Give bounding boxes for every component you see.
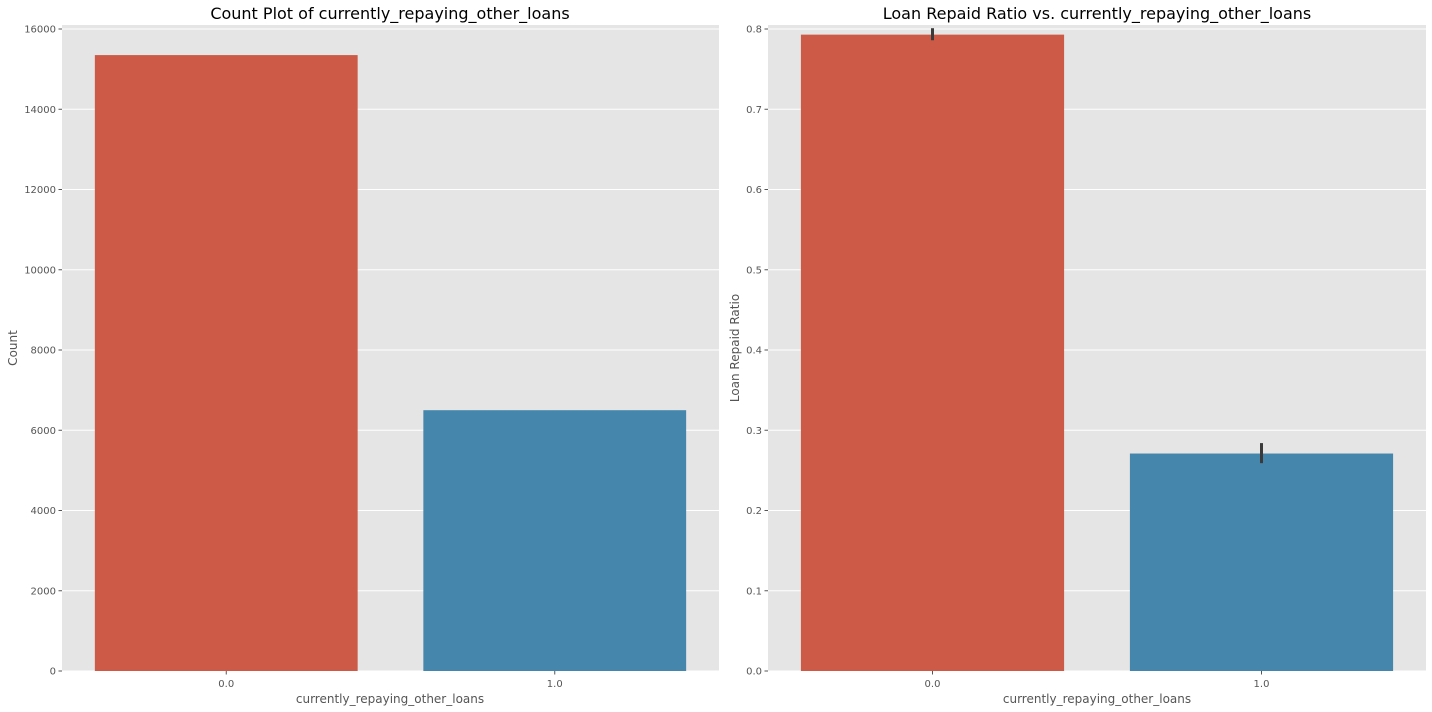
count-plot-x-tick-label: 0.0 (218, 679, 234, 690)
count-plot-chart: 0 2000 4000 6000 8000 10000 12000 14000 16000 0.… (6, 4, 719, 706)
repaid-ratio-y-tick-label: 0.2 (746, 506, 762, 517)
count-plot-y-tick-label: 10000 (24, 265, 56, 276)
repaid-ratio-bars (800, 34, 1394, 671)
count-plot-y-tick-label: 0 (50, 667, 56, 678)
count-plot-y-tick-label: 16000 (24, 25, 56, 36)
repaid-ratio-x-ticks: 0.0 1.0 (925, 671, 1270, 690)
repaid-ratio-y-tick-label: 0.4 (746, 346, 762, 357)
count-plot-y-ticks: 0 2000 4000 6000 8000 10000 12000 14000 16000 (24, 25, 62, 678)
count-plot-title: Count Plot of currently_repaying_other_l… (210, 4, 569, 24)
count-plot-y-tick-label: 4000 (31, 506, 56, 517)
repaid-ratio-bar-0.0 (800, 34, 1065, 671)
repaid-ratio-y-tick-label: 0.7 (746, 105, 762, 116)
count-plot-y-axis-label: Count (6, 330, 20, 366)
repaid-ratio-y-tick-label: 0.3 (746, 426, 762, 437)
repaid-ratio-y-axis-label: Loan Repaid Ratio (728, 294, 742, 402)
repaid-ratio-chart: 0.0 0.1 0.2 0.3 0.4 0.5 0.6 0.7 0.8 0.0 1.0 Loan … (728, 4, 1426, 706)
count-plot-y-tick-label: 12000 (24, 185, 56, 196)
repaid-ratio-y-tick-label: 0.1 (746, 586, 762, 597)
count-plot-y-tick-label: 2000 (31, 586, 56, 597)
repaid-ratio-x-tick-label: 1.0 (1254, 679, 1270, 690)
repaid-ratio-y-ticks: 0.0 0.1 0.2 0.3 0.4 0.5 0.6 0.7 0.8 (746, 25, 768, 678)
count-plot-x-axis-label: currently_repaying_other_loans (296, 692, 484, 706)
repaid-ratio-x-tick-label: 0.0 (925, 679, 941, 690)
repaid-ratio-y-tick-label: 0.0 (746, 667, 762, 678)
count-plot-y-tick-label: 6000 (31, 426, 56, 437)
repaid-ratio-bar-1.0 (1129, 453, 1394, 671)
repaid-ratio-y-tick-label: 0.6 (746, 185, 762, 196)
repaid-ratio-title: Loan Repaid Ratio vs. currently_repaying… (883, 4, 1312, 24)
repaid-ratio-y-tick-label: 0.8 (746, 25, 762, 36)
repaid-ratio-x-axis-label: currently_repaying_other_loans (1003, 692, 1191, 706)
count-plot-x-tick-label: 1.0 (547, 679, 563, 690)
repaid-ratio-error-bars (931, 28, 1263, 464)
count-plot-bars (94, 55, 687, 672)
count-plot-bar-0.0 (94, 55, 358, 672)
count-plot-y-tick-label: 14000 (24, 105, 56, 116)
count-plot-bar-1.0 (423, 410, 687, 671)
count-plot-x-ticks: 0.0 1.0 (218, 671, 563, 690)
count-plot-y-tick-label: 8000 (31, 346, 56, 357)
repaid-ratio-y-tick-label: 0.5 (746, 265, 762, 276)
